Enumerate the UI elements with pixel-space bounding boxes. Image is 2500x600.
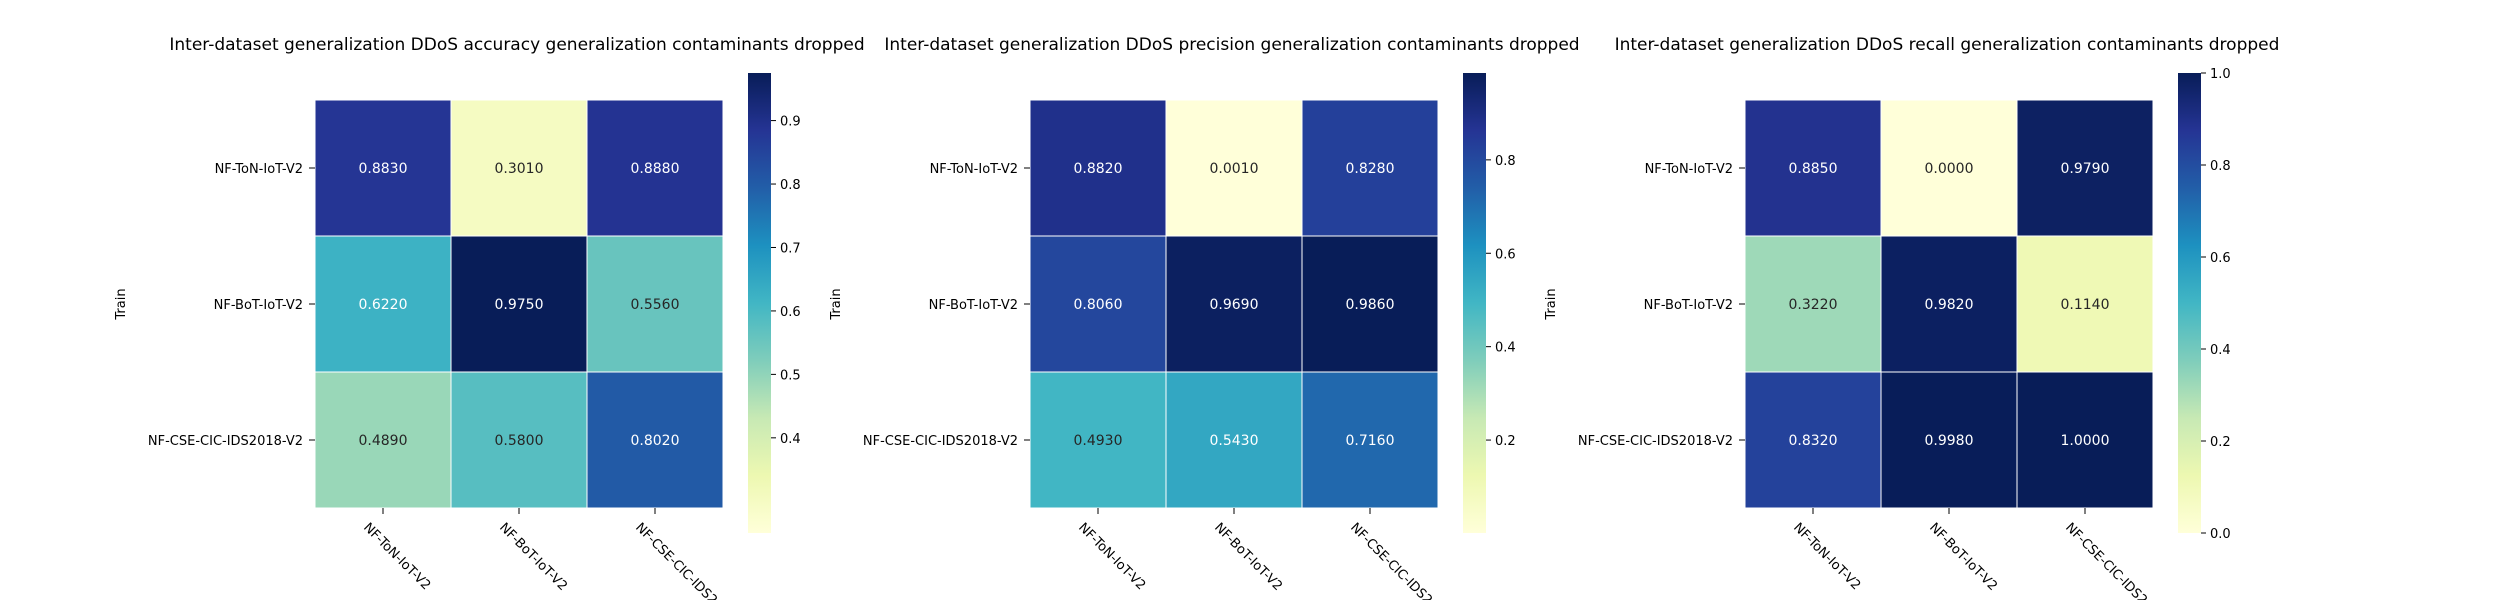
heatmap-cell (1301, 99, 1439, 237)
heatmap-cell (1301, 371, 1439, 509)
cell-value-label: 1.0000 (2061, 433, 2110, 449)
x-tick-label: NF-BoT-IoT-V2 (496, 520, 570, 594)
heatmap-cell (450, 371, 588, 509)
y-tick-label: NF-ToN-IoT-V2 (930, 162, 1018, 177)
x-tick-label: NF-CSE-CIC-IDS2 (632, 520, 720, 600)
heatmap-panel-2: Inter-dataset generalization DDoS precis… (829, 35, 1580, 600)
y-tick-label: NF-BoT-IoT-V2 (1644, 298, 1733, 313)
heatmap-cell (1880, 371, 2018, 509)
cell-value-label: 0.9820 (1925, 297, 1974, 313)
cell-value-label: 0.4890 (359, 433, 408, 449)
x-tick-label: NF-ToN-IoT-V2 (360, 520, 433, 593)
y-tick-label: NF-BoT-IoT-V2 (214, 298, 303, 313)
cell-value-label: 0.5430 (1210, 433, 1259, 449)
colorbar-tick-label: 0.5 (780, 368, 801, 383)
colorbar-tick-label: 1.0 (2210, 67, 2231, 82)
heatmap-cell (1301, 235, 1439, 373)
cell-value-label: 0.0000 (1925, 161, 1974, 177)
cell-value-label: 0.9980 (1925, 433, 1974, 449)
y-axis-label: Train (829, 288, 844, 320)
colorbar-tick-label: 0.6 (2210, 251, 2231, 266)
colorbar-tick-label: 0.8 (1495, 154, 1516, 169)
heatmap-cell (450, 99, 588, 237)
heatmap-cell (1744, 235, 1882, 373)
x-tick-label: NF-CSE-CIC-IDS2 (2062, 520, 2150, 600)
x-tick-label: NF-CSE-CIC-IDS2 (1347, 520, 1435, 600)
colorbar-tick-label: 0.4 (2210, 343, 2231, 358)
cell-value-label: 0.3220 (1789, 297, 1838, 313)
chart-title: Inter-dataset generalization DDoS recall… (1615, 35, 2280, 55)
heatmap-cell (586, 99, 724, 237)
heatmap-cell (1029, 235, 1167, 373)
colorbar-tick-label: 0.0 (2210, 527, 2231, 542)
heatmap-cell (2016, 99, 2154, 237)
cell-value-label: 0.8880 (631, 161, 680, 177)
cell-value-label: 0.9690 (1210, 297, 1259, 313)
heatmap-cell (450, 235, 588, 373)
colorbar-tick-label: 0.4 (780, 432, 801, 447)
colorbar-tick-label: 0.6 (780, 305, 801, 320)
y-axis-label: Train (1544, 288, 1559, 320)
colorbar-tick-label: 0.6 (1495, 247, 1516, 262)
cell-value-label: 0.7160 (1346, 433, 1395, 449)
colorbar (1463, 73, 1486, 533)
heatmap-panel-1: Inter-dataset generalization DDoS accura… (114, 35, 865, 600)
y-tick-label: NF-CSE-CIC-IDS2018-V2 (863, 434, 1018, 449)
heatmap-cell (1029, 99, 1167, 237)
heatmap-cell (1165, 371, 1303, 509)
colorbar-tick-label: 0.8 (2210, 159, 2231, 174)
y-axis-label: Train (114, 288, 129, 320)
heatmap-cell (1165, 235, 1303, 373)
heatmap-cell (314, 99, 452, 237)
chart-title: Inter-dataset generalization DDoS precis… (884, 35, 1579, 55)
y-tick-label: NF-BoT-IoT-V2 (929, 298, 1018, 313)
y-tick-label: NF-ToN-IoT-V2 (215, 162, 303, 177)
colorbar-tick-label: 0.2 (1495, 434, 1516, 449)
cell-value-label: 0.9750 (495, 297, 544, 313)
colorbar-tick-label: 0.4 (1495, 341, 1516, 356)
y-tick-label: NF-CSE-CIC-IDS2018-V2 (148, 434, 303, 449)
heatmap-cell (1029, 371, 1167, 509)
heatmap-cell (1880, 235, 2018, 373)
heatmap-cell (314, 235, 452, 373)
x-tick-label: NF-BoT-IoT-V2 (1211, 520, 1285, 594)
colorbar-tick-label: 0.2 (2210, 435, 2231, 450)
colorbar-tick-label: 0.8 (780, 178, 801, 193)
x-tick-label: NF-BoT-IoT-V2 (1926, 520, 2000, 594)
colorbar-tick-label: 0.9 (780, 115, 801, 130)
cell-value-label: 0.8850 (1789, 161, 1838, 177)
heatmap-panel-3: Inter-dataset generalization DDoS recall… (1544, 35, 2279, 600)
x-tick-label: NF-ToN-IoT-V2 (1075, 520, 1148, 593)
cell-value-label: 0.3010 (495, 161, 544, 177)
heatmap-cell (2016, 371, 2154, 509)
cell-value-label: 0.6220 (359, 297, 408, 313)
colorbar-tick-label: 0.7 (780, 241, 801, 256)
y-tick-label: NF-ToN-IoT-V2 (1645, 162, 1733, 177)
cell-value-label: 0.5560 (631, 297, 680, 313)
cell-value-label: 0.8060 (1074, 297, 1123, 313)
cell-value-label: 0.8830 (359, 161, 408, 177)
y-tick-label: NF-CSE-CIC-IDS2018-V2 (1578, 434, 1733, 449)
cell-value-label: 0.8280 (1346, 161, 1395, 177)
heatmap-cell (2016, 235, 2154, 373)
cell-value-label: 0.8320 (1789, 433, 1838, 449)
colorbar (748, 73, 771, 533)
cell-value-label: 0.8820 (1074, 161, 1123, 177)
heatmap-cell (1165, 99, 1303, 237)
cell-value-label: 0.9790 (2061, 161, 2110, 177)
x-tick-label: NF-ToN-IoT-V2 (1790, 520, 1863, 593)
colorbar (2178, 73, 2201, 533)
cell-value-label: 0.9860 (1346, 297, 1395, 313)
cell-value-label: 0.0010 (1210, 161, 1259, 177)
cell-value-label: 0.4930 (1074, 433, 1123, 449)
cell-value-label: 0.8020 (631, 433, 680, 449)
chart-title: Inter-dataset generalization DDoS accura… (169, 35, 864, 55)
heatmap-cell (1880, 99, 2018, 237)
cell-value-label: 0.5800 (495, 433, 544, 449)
cell-value-label: 0.1140 (2061, 297, 2110, 313)
heatmap-cell (586, 235, 724, 373)
